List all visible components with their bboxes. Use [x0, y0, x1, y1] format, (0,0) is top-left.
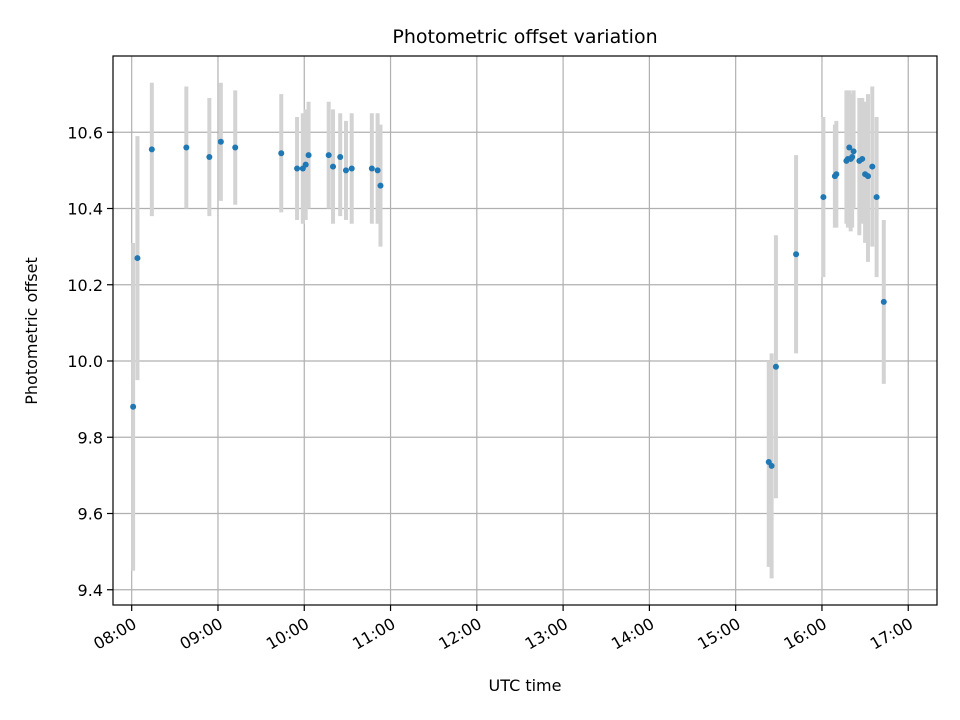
data-point: [833, 171, 840, 178]
y-tick-label: 9.6: [78, 505, 103, 524]
data-point: [134, 255, 141, 262]
x-tick-label: 11:00: [349, 614, 398, 654]
data-point: [873, 194, 880, 201]
data-point: [294, 165, 301, 172]
grid-lines: [113, 56, 937, 605]
x-tick-label: 08:00: [90, 614, 139, 654]
x-tick-label: 17:00: [867, 614, 916, 654]
data-point: [859, 155, 866, 162]
x-tick-label: 15:00: [694, 614, 743, 654]
data-point: [869, 163, 876, 170]
data-point: [846, 144, 853, 151]
data-point: [305, 152, 312, 159]
x-axis-ticks: 08:00 09:00 10:00 11:00 12:00 13:00 14:00 15:00…: [90, 605, 916, 654]
y-axis-ticks: 9.4 9.6 9.8 10.0 10.2 10.4 10.6: [67, 123, 113, 600]
data-point: [278, 150, 285, 157]
error-bars: [131, 82, 886, 579]
data-point: [325, 152, 332, 159]
data-point: [377, 182, 384, 189]
data-point: [820, 194, 827, 201]
data-point: [302, 161, 309, 168]
x-tick-label: 12:00: [435, 614, 484, 654]
y-tick-label: 9.4: [78, 581, 103, 600]
data-point: [348, 165, 355, 172]
data-point: [368, 165, 375, 172]
data-point: [768, 462, 775, 469]
y-tick-label: 10.6: [67, 123, 103, 142]
x-axis-label: UTC time: [489, 676, 562, 695]
data-point: [342, 167, 349, 174]
data-point: [864, 173, 871, 180]
data-point: [849, 154, 856, 161]
y-tick-label: 10.4: [67, 200, 103, 219]
data-point: [337, 154, 344, 161]
y-tick-label: 9.8: [78, 428, 103, 447]
y-tick-label: 10.2: [67, 276, 103, 295]
data-point: [772, 363, 779, 370]
data-points: [130, 138, 887, 469]
chart-title: Photometric offset variation: [392, 26, 657, 48]
data-point: [880, 298, 887, 305]
data-point: [130, 403, 137, 410]
data-point: [232, 144, 239, 151]
data-point: [183, 144, 190, 151]
y-axis-label: Photometric offset: [22, 257, 41, 405]
data-point: [217, 138, 224, 145]
data-point: [206, 154, 213, 161]
data-point: [330, 163, 337, 170]
data-point: [793, 251, 800, 258]
y-tick-label: 10.0: [67, 352, 103, 371]
x-tick-label: 14:00: [608, 614, 657, 654]
data-point: [850, 148, 857, 155]
x-tick-label: 10:00: [263, 614, 312, 654]
data-point: [148, 146, 155, 153]
x-tick-label: 13:00: [522, 614, 571, 654]
plot-area-frame: [112, 55, 938, 606]
x-tick-label: 16:00: [781, 614, 830, 654]
data-point: [374, 167, 381, 174]
x-tick-label: 09:00: [177, 614, 226, 654]
